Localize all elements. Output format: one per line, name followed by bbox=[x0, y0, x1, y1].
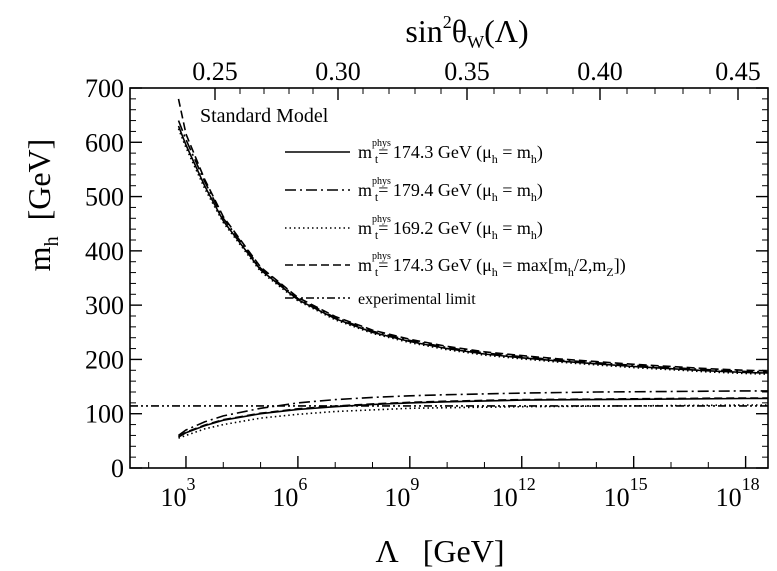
top-axis-title-main: sin bbox=[405, 13, 442, 49]
legend-label-1: mphys t= 179.4 GeV (μh = mh) bbox=[358, 176, 543, 204]
plot-frame bbox=[129, 87, 769, 469]
top-tick-label: 0.25 bbox=[192, 57, 238, 86]
y-tick-label: 500 bbox=[85, 183, 124, 212]
axes: 0 100 200 300 400 500 600 700 103 106 109 1012 1015 1… bbox=[85, 57, 769, 512]
y-tick-label: 200 bbox=[85, 345, 124, 374]
series-3-lower-bound bbox=[178, 397, 768, 438]
y-tick-label: 0 bbox=[111, 454, 124, 483]
series-3-upper-bound bbox=[177, 98, 769, 372]
top-tick-label: 0.45 bbox=[715, 57, 761, 86]
x-tick-label: 109 bbox=[384, 474, 419, 512]
top-axis-title-sup: 2 bbox=[443, 12, 452, 32]
y-axis-title-sub: h bbox=[41, 236, 63, 246]
legend-label-4: experimental limit bbox=[358, 291, 476, 308]
y-axis-title-main: m bbox=[21, 246, 57, 271]
top-axis-title-sub: W bbox=[467, 32, 484, 52]
y-tick-label: 100 bbox=[85, 400, 124, 429]
legend-label-2: mphys t= 169.2 GeV (μh = mh) bbox=[358, 214, 543, 242]
x-tick-label: 103 bbox=[160, 474, 195, 512]
series-1-upper-bound bbox=[177, 120, 769, 373]
x-tick-label: 1012 bbox=[492, 474, 536, 512]
y-axis-title-unit: [GeV] bbox=[21, 139, 57, 221]
plot-area bbox=[130, 98, 769, 439]
top-tick-label: 0.30 bbox=[315, 57, 361, 86]
series-2-lower-bound bbox=[178, 404, 768, 439]
y-tick-label: 300 bbox=[85, 291, 124, 320]
svg-text:mh[GeV]: mh [GeV] bbox=[21, 139, 63, 272]
series-0-upper-bound bbox=[177, 125, 769, 374]
legend-label-3: mphys t= 174.3 GeV (μh = max[mh/2,mZ]) bbox=[358, 251, 626, 279]
x-tick-label: 106 bbox=[272, 474, 307, 512]
y-axis-title: mh [GeV] bbox=[21, 139, 63, 272]
top-axis-title-arg: (Λ) bbox=[484, 13, 529, 49]
top-axis-title-theta: θ bbox=[452, 13, 467, 49]
y-tick-label: 600 bbox=[85, 128, 124, 157]
series-1-lower-bound bbox=[178, 390, 768, 437]
x-axis-title-symbol: Λ bbox=[376, 533, 399, 569]
top-axis-title: sin2θW(Λ) bbox=[405, 12, 528, 52]
x-axis-title-unit: [GeV] bbox=[423, 533, 505, 569]
x-tick-label: 1018 bbox=[716, 474, 760, 512]
series-2-upper-bound bbox=[177, 128, 769, 375]
y-tick-label: 400 bbox=[85, 237, 124, 266]
legend: Standard Model mphys t= 174.3 GeV (μh = mh… bbox=[200, 105, 626, 308]
model-label: Standard Model bbox=[200, 105, 329, 127]
x-axis-title: Λ [GeV] bbox=[376, 533, 505, 569]
top-tick-label: 0.35 bbox=[444, 57, 490, 86]
top-tick-label: 0.40 bbox=[577, 57, 623, 86]
x-tick-label: 1015 bbox=[604, 474, 648, 512]
legend-label-0: mphys t= 174.3 GeV (μh = mh) bbox=[358, 138, 543, 166]
y-tick-label: 700 bbox=[85, 74, 124, 103]
